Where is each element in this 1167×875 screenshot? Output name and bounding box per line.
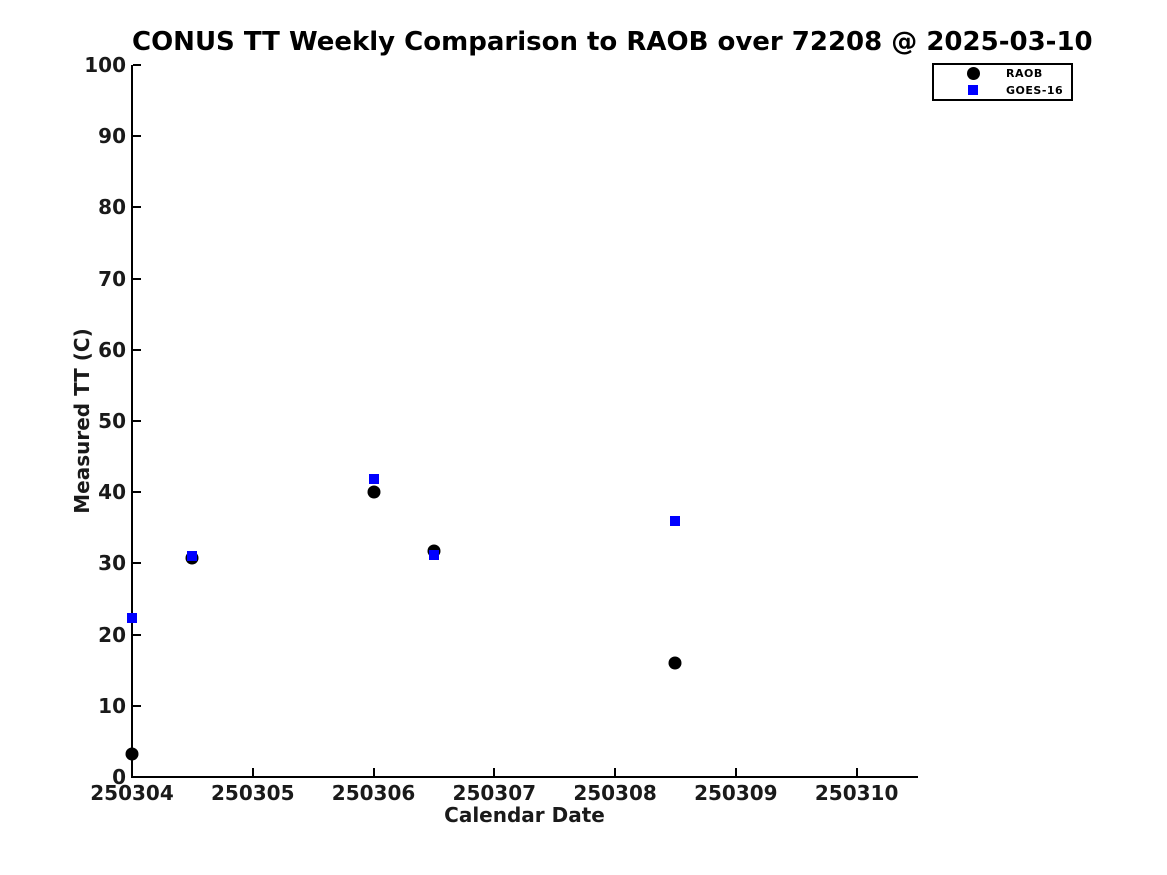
- legend-label-goes16: GOES-16: [1006, 83, 1064, 97]
- data-point-raob: [125, 747, 139, 760]
- x-tick-label: 250307: [452, 781, 537, 805]
- goes16-square-icon: [966, 83, 980, 97]
- y-tick-label: 60: [98, 337, 126, 362]
- y-tick-label: 10: [98, 693, 126, 718]
- y-tick-label: 40: [98, 480, 126, 505]
- y-tick: [133, 562, 141, 565]
- data-point-goes-16: [127, 613, 137, 624]
- legend-label-raob: RAOB: [1006, 67, 1043, 81]
- x-tick: [855, 768, 858, 776]
- x-tick: [493, 768, 496, 776]
- y-tick-label: 90: [98, 124, 126, 149]
- data-point-raob: [668, 656, 682, 670]
- x-tick: [734, 768, 737, 776]
- y-tick-label: 50: [98, 409, 126, 433]
- y-tick-label: 80: [98, 195, 126, 220]
- x-tick: [372, 768, 375, 776]
- x-tick-label: 250308: [573, 781, 657, 805]
- y-tick: [133, 420, 141, 422]
- plot-area: [125, 64, 918, 778]
- x-tick-label: 250305: [211, 781, 295, 805]
- data-point-goes-16: [368, 473, 379, 484]
- x-axis-title: Calendar Date: [444, 803, 605, 827]
- y-tick-label: 70: [98, 266, 126, 291]
- raob-circle-icon: [966, 67, 980, 81]
- legend-item-raob: RAOB: [934, 66, 1071, 82]
- y-tick: [133, 776, 141, 778]
- data-point-goes-16: [428, 549, 439, 560]
- y-tick-label: 30: [98, 551, 126, 576]
- y-tick-label: 0: [112, 765, 126, 789]
- x-tick-label: 250306: [331, 781, 416, 805]
- x-tick-label: 250310: [814, 781, 899, 805]
- legend: RAOB GOES-16: [932, 63, 1073, 101]
- y-tick: [133, 704, 141, 707]
- chart-title: CONUS TT Weekly Comparison to RAOB over …: [132, 27, 1093, 57]
- y-tick-label: 100: [84, 53, 126, 77]
- y-tick: [133, 633, 141, 636]
- x-tick: [251, 768, 254, 776]
- x-axis-line: [131, 776, 918, 778]
- y-tick: [133, 277, 141, 280]
- x-tick-label: 250304: [90, 781, 174, 805]
- y-tick: [133, 348, 141, 351]
- data-point-goes-16: [670, 516, 681, 527]
- x-tick-label: 250309: [694, 781, 778, 805]
- y-tick-label: 20: [98, 622, 126, 647]
- y-tick: [133, 206, 141, 209]
- data-point-goes-16: [187, 551, 198, 562]
- y-tick: [133, 135, 141, 138]
- y-axis-line: [131, 65, 133, 778]
- data-point-raob: [367, 485, 381, 499]
- x-tick: [614, 768, 617, 776]
- y-tick: [133, 64, 141, 66]
- y-tick: [133, 491, 141, 494]
- x-tick: [131, 768, 133, 776]
- legend-item-goes16: GOES-16: [934, 82, 1071, 98]
